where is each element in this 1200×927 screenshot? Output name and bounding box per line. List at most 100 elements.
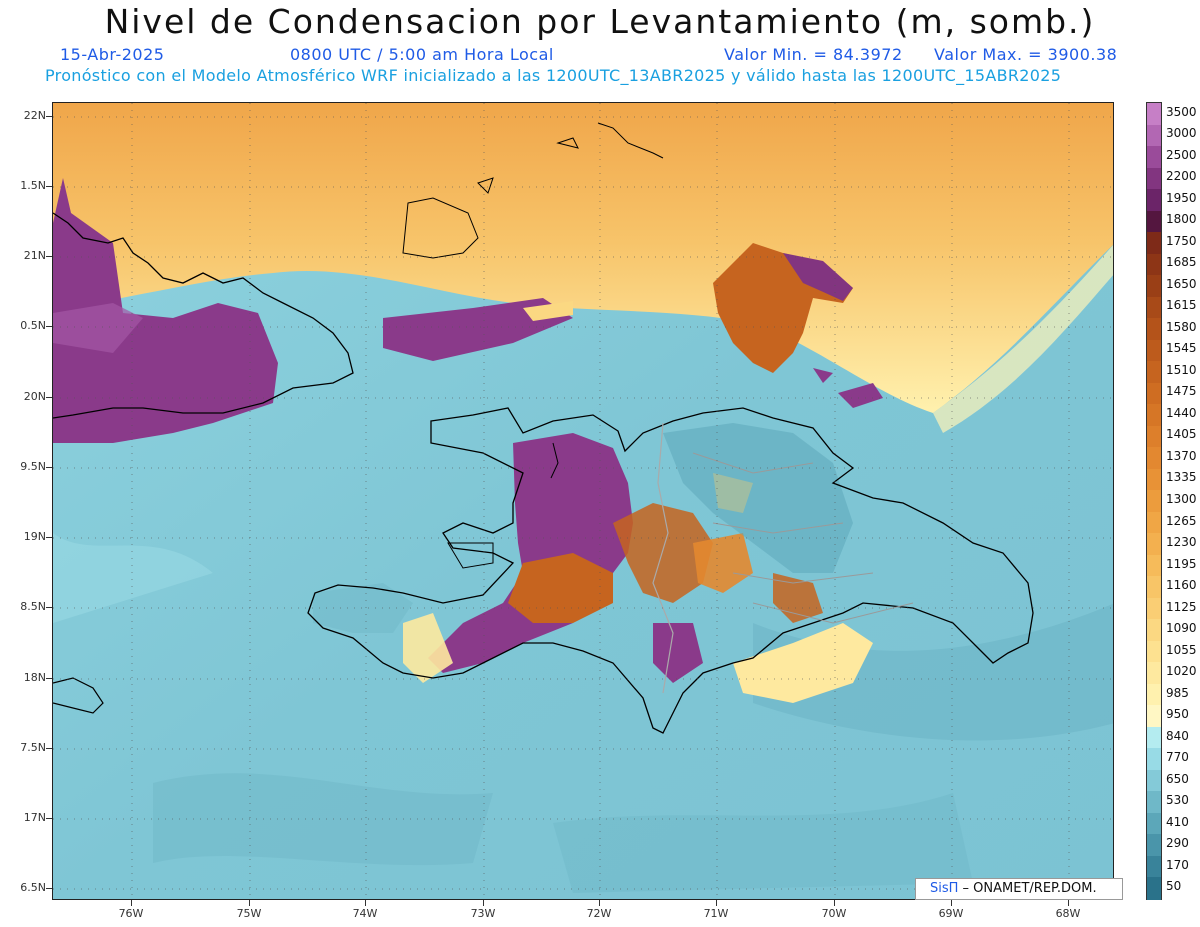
colorbar-label: 1650 xyxy=(1166,276,1197,291)
colorbar-swatch xyxy=(1147,425,1161,448)
colorbar-label: 985 xyxy=(1166,685,1189,700)
lon-label: 72W xyxy=(586,907,612,920)
colorbar-label: 1510 xyxy=(1166,362,1197,377)
lon-label: 69W xyxy=(938,907,964,920)
colorbar-swatch xyxy=(1147,597,1161,620)
colorbar-label: 2200 xyxy=(1166,169,1197,184)
colorbar-swatch xyxy=(1147,253,1161,276)
colorbar-label: 1335 xyxy=(1166,470,1197,485)
map-title: Nivel de Condensacion por Levantamiento … xyxy=(104,2,1096,41)
lat-label: 7.5N xyxy=(20,741,46,754)
colorbar-swatch xyxy=(1147,683,1161,706)
colorbar-swatch xyxy=(1147,791,1161,814)
map-plot-area xyxy=(52,102,1114,900)
colorbar-label: 530 xyxy=(1166,793,1189,808)
colorbar-swatch xyxy=(1147,726,1161,749)
colorbar-label: 1800 xyxy=(1166,212,1197,227)
lat-label: 18N xyxy=(23,671,46,684)
colorbar-swatch xyxy=(1147,748,1161,771)
min-value: Valor Min. = 84.3972 xyxy=(724,45,903,64)
colorbar-label: 1370 xyxy=(1166,448,1197,463)
sisp-logo-text: SisΠ xyxy=(930,881,959,896)
colorbar xyxy=(1146,102,1162,900)
colorbar-swatch xyxy=(1147,296,1161,319)
colorbar-swatch xyxy=(1147,404,1161,427)
colorbar-swatch xyxy=(1147,812,1161,836)
lon-label: 71W xyxy=(703,907,729,920)
colorbar-swatch xyxy=(1147,705,1161,728)
colorbar-label: 1750 xyxy=(1166,233,1197,248)
colorbar-label: 3000 xyxy=(1166,126,1197,141)
colorbar-label: 1020 xyxy=(1166,664,1197,679)
colorbar-label: 170 xyxy=(1166,857,1189,872)
colorbar-label: 290 xyxy=(1166,836,1189,851)
lon-label: 73W xyxy=(470,907,496,920)
cuba-coast xyxy=(53,212,354,419)
lat-label: 9.5N xyxy=(20,460,46,473)
colorbar-label: 1160 xyxy=(1166,578,1197,593)
hispaniola-coast xyxy=(307,407,1034,734)
valid-date: 15-Abr-2025 xyxy=(60,45,165,64)
colorbar-swatch xyxy=(1147,662,1161,685)
colorbar-swatch xyxy=(1147,769,1161,793)
max-value: Valor Max. = 3900.38 xyxy=(934,45,1118,64)
colorbar-swatch xyxy=(1147,210,1161,233)
colorbar-swatch xyxy=(1147,382,1161,405)
lat-label: 17N xyxy=(23,811,46,824)
colorbar-swatch xyxy=(1147,834,1161,857)
valid-time: 0800 UTC / 5:00 am Hora Local xyxy=(290,45,554,64)
forecast-description: Pronóstico con el Modelo Atmosférico WRF… xyxy=(45,66,1062,85)
colorbar-swatch xyxy=(1147,468,1161,491)
colorbar-swatch xyxy=(1147,490,1161,513)
colorbar-label: 1580 xyxy=(1166,319,1197,334)
lon-label: 75W xyxy=(236,907,262,920)
colorbar-swatch xyxy=(1147,619,1161,642)
colorbar-swatch xyxy=(1147,576,1161,599)
colorbar-label: 50 xyxy=(1166,879,1182,894)
colorbar-label: 840 xyxy=(1166,728,1189,743)
colorbar-swatch xyxy=(1147,124,1161,147)
colorbar-label: 1950 xyxy=(1166,190,1197,205)
colorbar-label: 1615 xyxy=(1166,298,1197,313)
colorbar-swatch xyxy=(1147,189,1161,212)
colorbar-label: 1685 xyxy=(1166,255,1197,270)
cuba-lcl-high xyxy=(53,178,278,443)
lcl-field xyxy=(53,103,1113,899)
colorbar-swatch xyxy=(1147,511,1161,534)
colorbar-swatch xyxy=(1147,447,1161,470)
haiti-lcl-high xyxy=(428,433,633,673)
colorbar-label: 1055 xyxy=(1166,642,1197,657)
lat-label: 1.5N xyxy=(20,179,46,192)
lat-label: 0.5N xyxy=(20,319,46,332)
credit-text: – ONAMET/REP.DOM. xyxy=(958,881,1097,896)
colorbar-label: 3500 xyxy=(1166,104,1197,119)
colorbar-swatch xyxy=(1147,640,1161,663)
colorbar-swatch xyxy=(1147,533,1161,556)
colorbar-swatch xyxy=(1147,275,1161,298)
credit-box: SisΠ – ONAMET/REP.DOM. xyxy=(915,878,1123,900)
colorbar-label: 1405 xyxy=(1166,427,1197,442)
colorbar-swatch xyxy=(1147,146,1161,169)
lon-label: 74W xyxy=(352,907,378,920)
colorbar-label: 2500 xyxy=(1166,147,1197,162)
colorbar-label: 650 xyxy=(1166,771,1189,786)
lon-label: 70W xyxy=(821,907,847,920)
colorbar-label: 1195 xyxy=(1166,556,1197,571)
lat-label: 20N xyxy=(23,390,46,403)
colorbar-swatch xyxy=(1147,554,1161,577)
colorbar-swatch xyxy=(1147,103,1161,126)
colorbar-label: 1440 xyxy=(1166,405,1197,420)
colorbar-swatch xyxy=(1147,339,1161,362)
lon-label: 76W xyxy=(118,907,144,920)
colorbar-swatch xyxy=(1147,232,1161,255)
colorbar-label: 410 xyxy=(1166,814,1189,829)
colorbar-swatch xyxy=(1147,361,1161,384)
lat-label: 6.5N xyxy=(20,881,46,894)
lat-label: 21N xyxy=(23,249,46,262)
colorbar-label: 1475 xyxy=(1166,384,1197,399)
lat-label: 19N xyxy=(23,530,46,543)
lat-label: 8.5N xyxy=(20,600,46,613)
colorbar-label: 1125 xyxy=(1166,599,1197,614)
colorbar-label: 1265 xyxy=(1166,513,1197,528)
colorbar-label: 1545 xyxy=(1166,341,1197,356)
